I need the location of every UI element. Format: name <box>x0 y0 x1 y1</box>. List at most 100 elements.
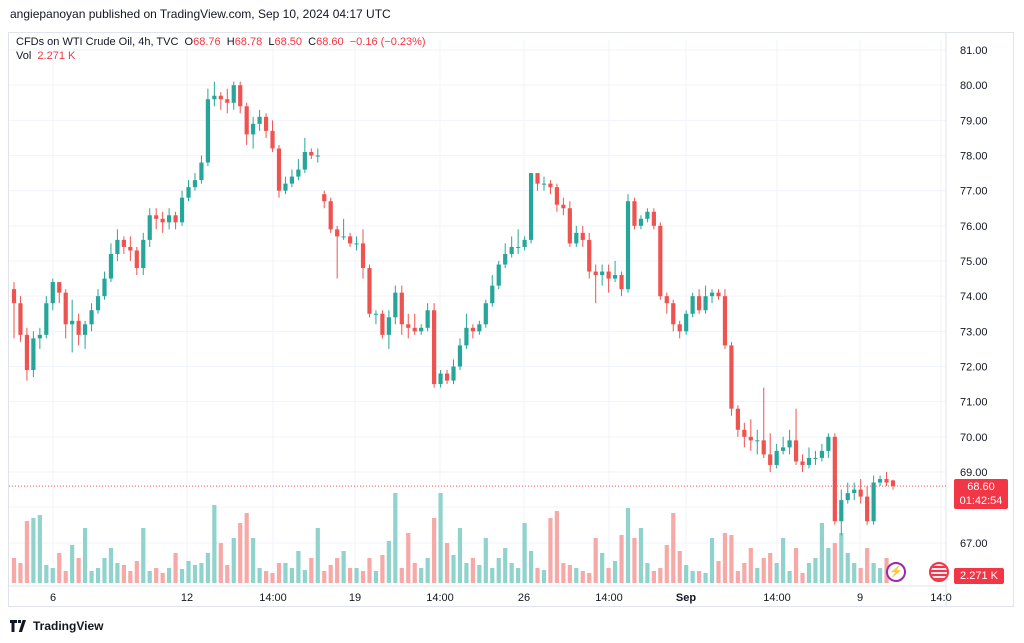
candle-body <box>425 310 430 328</box>
candle-body <box>302 151 307 170</box>
volume-bar <box>677 551 682 583</box>
candle-body <box>147 215 152 240</box>
volume-bar <box>722 533 728 583</box>
candle-body <box>535 173 540 184</box>
candle-body <box>600 271 605 276</box>
candle-body <box>690 296 695 314</box>
candle-body <box>399 292 404 325</box>
volume-bar <box>115 563 120 583</box>
candle-body <box>587 239 592 272</box>
volume-bar <box>580 571 585 583</box>
candle-body <box>677 324 682 332</box>
volume-bar <box>89 571 94 583</box>
volume-bar <box>82 528 88 583</box>
candle-body <box>218 95 223 100</box>
volume-bar <box>567 565 572 583</box>
volume-bar <box>296 551 301 583</box>
price-tick-label: 81.00 <box>960 45 988 57</box>
candle-body <box>393 292 398 318</box>
candle-body <box>483 303 488 325</box>
candle-body <box>541 183 547 185</box>
time-tick-label: Sep <box>676 592 696 604</box>
candle-body <box>76 320 81 335</box>
volume-bar <box>102 558 107 583</box>
us-flag-icon[interactable] <box>929 562 949 582</box>
candle-body <box>877 479 883 483</box>
candle-body <box>115 239 120 254</box>
time-tick-label: 6 <box>50 592 56 604</box>
candle-body <box>593 271 598 276</box>
candle-body <box>742 429 747 437</box>
volume-bar <box>335 558 340 583</box>
volume-bar <box>819 523 825 583</box>
volume-bar <box>328 565 333 583</box>
candle-body <box>839 500 844 522</box>
price-tick-label: 67.00 <box>960 538 988 550</box>
candle-body <box>263 116 269 131</box>
candle-body <box>37 334 42 339</box>
time-tick-label: 14:00 <box>259 592 287 604</box>
volume-bar <box>865 548 870 583</box>
volume-bar <box>412 563 417 583</box>
volume-bar <box>522 523 527 583</box>
volume-bar <box>50 568 55 583</box>
volume-bar <box>309 558 314 583</box>
volume-bar <box>251 538 256 583</box>
candle-body <box>360 243 366 269</box>
candle-body <box>645 211 650 219</box>
volume-bar <box>793 548 799 583</box>
volume-bar <box>697 571 702 583</box>
candle-body <box>328 201 333 230</box>
volume-bar <box>367 558 372 583</box>
candle-body <box>748 436 753 441</box>
lightning-icon[interactable]: ⚡ <box>886 562 906 582</box>
close-value: 68.60 <box>316 36 344 48</box>
volume-bar <box>451 555 456 583</box>
volume-bar <box>218 543 223 583</box>
candle-body <box>574 232 579 244</box>
volume-bar <box>651 571 656 583</box>
volume-bar <box>31 518 36 583</box>
volume-bar <box>425 558 430 583</box>
volume-bar <box>270 573 275 583</box>
price-tick-label: 73.00 <box>960 326 988 338</box>
candle-body <box>289 176 295 184</box>
candle-body <box>419 327 424 332</box>
candle-body <box>283 183 288 191</box>
time-tick-label: 14:00 <box>595 592 623 604</box>
candle-body <box>787 440 792 448</box>
volume-bar <box>76 558 81 583</box>
candle-body <box>108 253 114 279</box>
volume-bar <box>735 571 740 583</box>
candlesticks <box>11 81 896 536</box>
candle-body <box>341 236 346 238</box>
candle-body <box>651 211 656 226</box>
volume-bar <box>509 563 514 583</box>
volume-bar <box>645 563 650 583</box>
volume-bar <box>11 558 17 583</box>
volume-bar <box>238 523 243 583</box>
volume-bar <box>192 565 198 583</box>
volume-bar <box>315 528 320 583</box>
volume-bar <box>393 493 398 583</box>
candle-body <box>18 303 23 335</box>
candle-body <box>813 457 818 459</box>
high-value: 68.78 <box>234 36 263 48</box>
volume-bar <box>257 568 262 583</box>
footer-brand[interactable]: TradingView <box>10 619 103 633</box>
time-tick-label: 9 <box>857 592 863 604</box>
volume-bar <box>432 518 437 583</box>
volume-bar <box>871 563 876 583</box>
volume-bar <box>490 568 495 583</box>
candle-body <box>619 275 624 290</box>
candle-body <box>134 250 139 269</box>
volume-bar <box>755 568 760 583</box>
volume-bar <box>496 558 501 583</box>
candle-body <box>503 253 508 265</box>
volume-bar <box>516 568 521 583</box>
volume-bar <box>684 565 689 583</box>
candle-body <box>322 194 327 202</box>
volume-bar <box>561 563 566 583</box>
close-label: C <box>308 36 317 48</box>
